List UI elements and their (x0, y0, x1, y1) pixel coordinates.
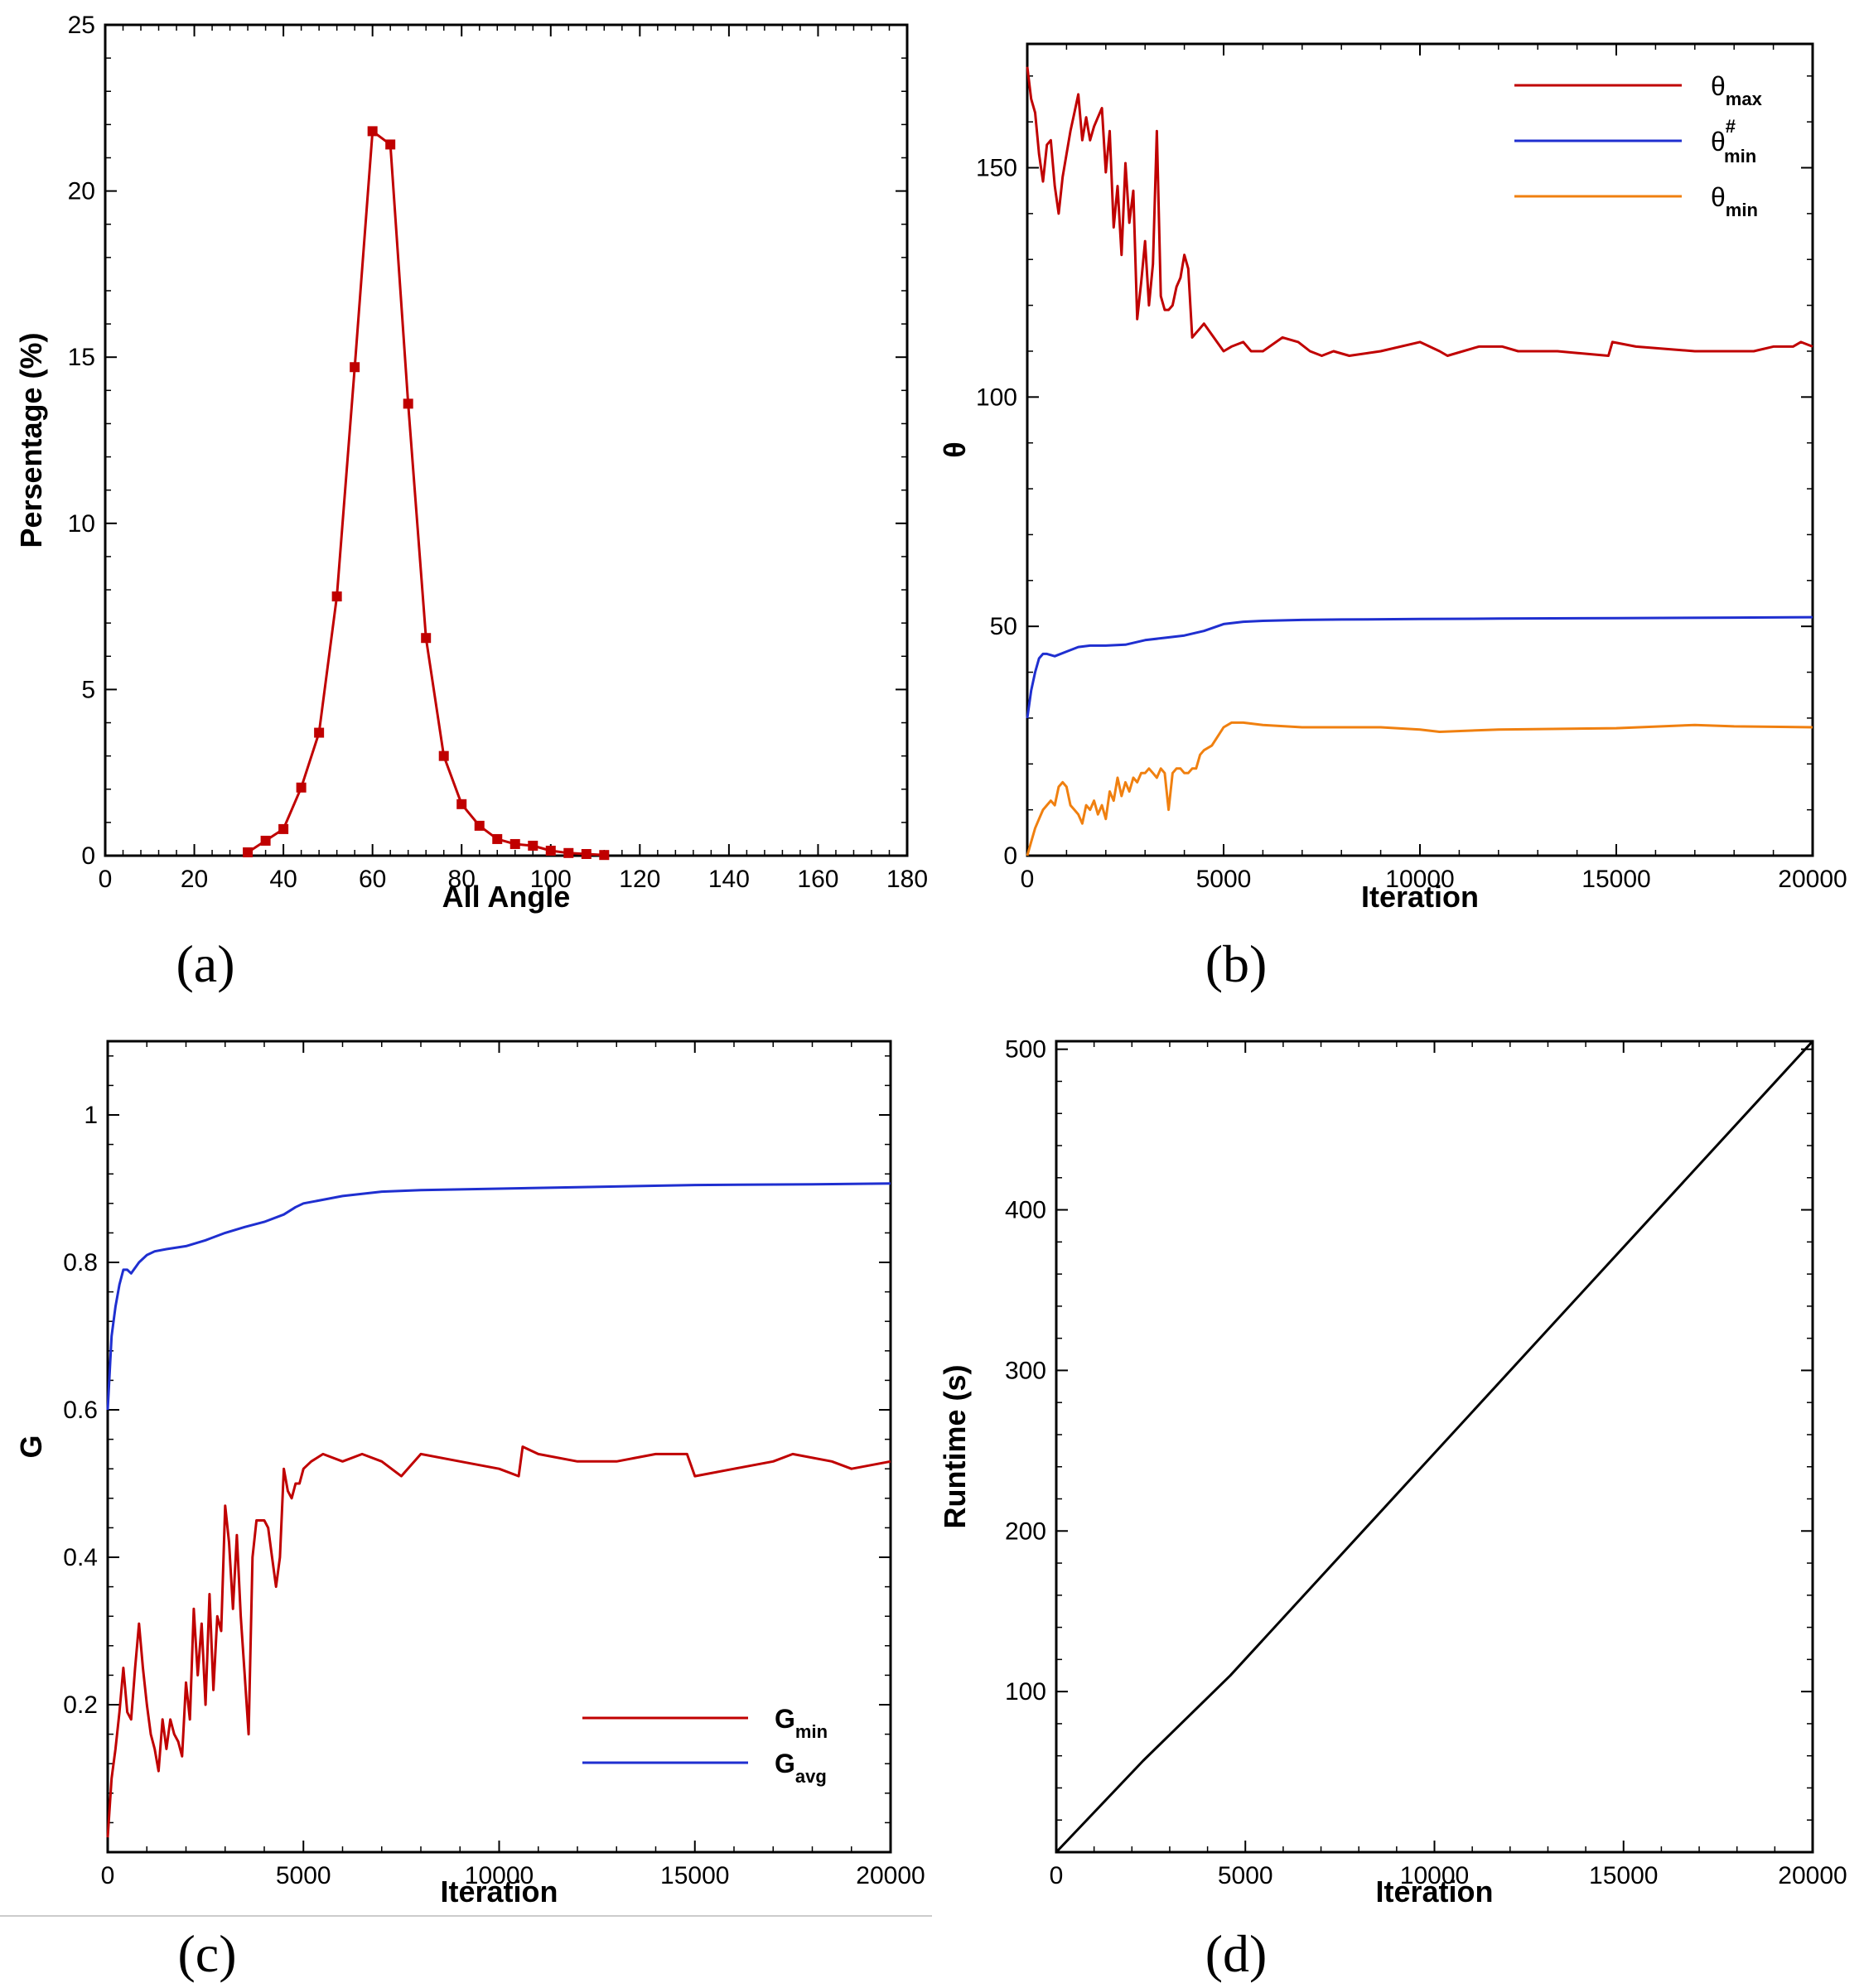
x-tick-label: 120 (619, 866, 660, 893)
x-tick-label: 10000 (465, 1862, 534, 1889)
y-tick-label: 300 (1005, 1357, 1046, 1384)
x-tick-label: 15000 (660, 1862, 729, 1889)
data-point (260, 835, 271, 846)
x-tick-label: 0 (99, 866, 113, 893)
x-tick-label: 100 (530, 866, 572, 893)
x-tick-label: 15000 (1582, 866, 1650, 893)
x-tick-label: 40 (269, 866, 297, 893)
plot-frame (1026, 42, 1814, 857)
series-line (1055, 1040, 1814, 1854)
x-tick-label: 20000 (1778, 866, 1847, 893)
panel-label: (a) (176, 934, 234, 993)
panel-label: (b) (1205, 934, 1268, 993)
y-tick-label: 20 (68, 178, 95, 205)
series-line (1026, 615, 1813, 719)
data-point (581, 848, 592, 859)
data-point (385, 139, 396, 150)
x-tick-label: 20000 (1778, 1862, 1847, 1889)
data-point (350, 362, 360, 373)
plot-frame (106, 1040, 892, 1854)
legend-entry: θmax (1711, 71, 1763, 109)
y-tick-label: 15 (68, 344, 95, 371)
plot-frame (1055, 1040, 1814, 1854)
x-tick-label: 60 (359, 866, 386, 893)
series-line (247, 129, 605, 856)
y-tick-label: 0.2 (63, 1691, 98, 1719)
x-tick-label: 20 (181, 866, 208, 893)
series-line (106, 1182, 891, 1411)
x-tick-label: 160 (797, 866, 838, 893)
y-axis-title: Persentage (%) (14, 332, 48, 548)
y-tick-label: 50 (990, 613, 1017, 640)
x-tick-label: 0 (101, 1862, 115, 1889)
data-point (278, 823, 289, 834)
x-tick-label: 5000 (276, 1862, 331, 1889)
x-tick-label: 15000 (1589, 1862, 1658, 1889)
x-tick-label: 0 (1021, 866, 1035, 893)
y-tick-label: 0.6 (63, 1397, 98, 1424)
data-point (563, 847, 574, 858)
y-tick-label: 100 (1005, 1678, 1046, 1706)
data-point (438, 750, 449, 761)
panel-d: 0 5000 10000 15000 20000 100 200 300 400 500 Itera… (938, 1036, 1847, 1983)
panel-a: 0 20 40 60 80 100 120 140 160 180 0 5 10 15 20 25 All An… (14, 12, 928, 993)
y-tick-label: 500 (1005, 1036, 1046, 1064)
x-axis-title: Iteration (1361, 880, 1479, 914)
series-line (1026, 66, 1813, 357)
x-axis-title: All Angle (442, 880, 571, 914)
y-tick-label: 0.4 (63, 1544, 98, 1571)
x-tick-label: 10000 (1400, 1862, 1469, 1889)
data-point (509, 838, 520, 849)
x-tick-label: 0 (1050, 1862, 1064, 1889)
y-axis-title: Runtime (s) (938, 1365, 972, 1529)
data-point (528, 840, 538, 851)
x-tick-label: 5000 (1196, 866, 1252, 893)
y-tick-label: 200 (1005, 1518, 1046, 1545)
data-point (492, 833, 503, 844)
legend-entry: θmin (1711, 182, 1758, 220)
x-axis-title: Iteration (440, 1875, 558, 1908)
data-point (331, 591, 342, 602)
data-point (545, 845, 556, 856)
y-tick-label: 400 (1005, 1197, 1046, 1224)
x-tick-label: 10000 (1385, 866, 1454, 893)
data-point (599, 850, 610, 861)
x-tick-label: 20000 (856, 1862, 925, 1889)
y-tick-label: 25 (68, 12, 95, 39)
data-point (296, 782, 307, 793)
legend-entry: Gavg (775, 1749, 827, 1787)
x-tick-label: 180 (886, 866, 928, 893)
data-point (421, 633, 432, 644)
x-tick-label: 80 (448, 866, 476, 893)
y-tick-label: 0 (1003, 842, 1017, 870)
panel-c: 0 5000 10000 15000 20000 0.2 0.4 0.6 0.8 1 Iterati… (14, 1040, 925, 1983)
panel-b: 0 5000 10000 15000 20000 0 50 100 150 Iteration θ θ… (938, 42, 1847, 993)
data-point (243, 847, 254, 857)
y-tick-label: 0 (81, 842, 95, 870)
y-axis-title: θ (938, 442, 972, 457)
data-point (474, 820, 485, 831)
y-tick-label: 150 (976, 154, 1017, 181)
series-line (1026, 721, 1813, 856)
data-point (367, 126, 378, 137)
y-tick-label: 10 (68, 510, 95, 538)
y-tick-label: 5 (81, 676, 95, 703)
panel-label: (c) (177, 1924, 236, 1983)
x-axis-title: Iteration (1375, 1875, 1493, 1908)
panel-label: (d) (1205, 1924, 1268, 1983)
y-tick-label: 1 (84, 1102, 98, 1129)
data-point (456, 799, 467, 809)
y-tick-label: 100 (976, 384, 1017, 411)
data-point (403, 398, 413, 409)
series-line (106, 1445, 891, 1838)
plot-frame (104, 23, 909, 857)
legend-entry: θ# min (1711, 116, 1756, 166)
data-point (314, 727, 325, 738)
y-axis-title: G (14, 1435, 48, 1458)
x-tick-label: 140 (708, 866, 750, 893)
legend-entry: Gmin (775, 1704, 828, 1742)
y-tick-label: 0.8 (63, 1249, 98, 1276)
x-tick-label: 5000 (1218, 1862, 1273, 1889)
